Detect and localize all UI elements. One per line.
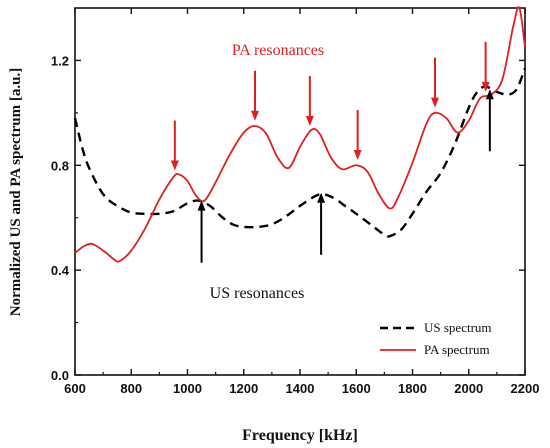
x-tick-label: 1400 [286, 381, 315, 396]
us-resonance-arrow-head [317, 192, 326, 203]
x-tick-label: 1800 [398, 381, 427, 396]
pa-resonance-arrow-head [353, 150, 362, 161]
legend-label-0: US spectrum [424, 320, 492, 335]
series-group [73, 6, 527, 263]
y-tick-label: 1.2 [51, 53, 69, 68]
us-resonance-arrow-head [485, 89, 494, 100]
pa-resonances-label: PA resonances [232, 42, 324, 59]
y-tick-label: 0.4 [51, 263, 70, 278]
annotations: PA resonances US resonances [170, 41, 494, 302]
us-resonances-label: US resonances [210, 285, 305, 302]
pa-resonance-arrow-head [170, 160, 179, 171]
pa-resonance-arrow-head [431, 97, 439, 108]
x-tick-label: 1000 [173, 381, 202, 396]
ticks: 600 800 1000 1200 1400 1600 1800 2000 2200 0.0 0.4… [51, 8, 540, 396]
x-tick-label: 600 [64, 381, 86, 396]
legend: US spectrum PA spectrum [380, 320, 492, 357]
pa-resonance-arrow-head [251, 110, 259, 121]
series-line-1 [74, 6, 526, 263]
legend-label-1: PA spectrum [424, 342, 490, 357]
pa-resonance-arrow-head [481, 81, 490, 92]
x-tick-label: 2000 [454, 381, 483, 396]
x-tick-label: 1200 [229, 381, 258, 396]
y-axis-label: Normalized US and PA spectrum [a.u.] [8, 68, 24, 316]
x-tick-label: 800 [120, 381, 142, 396]
x-axis-label: Frequency [kHz] [242, 427, 358, 444]
x-tick-label: 1600 [342, 381, 371, 396]
x-tick-label: 2200 [511, 381, 540, 396]
y-tick-label: 0.8 [51, 158, 69, 173]
y-tick-label: 0.0 [51, 368, 69, 383]
us-resonance-arrow-head [197, 200, 206, 211]
series-line-0 [73, 67, 527, 238]
pa-resonance-arrow-head [305, 115, 314, 126]
